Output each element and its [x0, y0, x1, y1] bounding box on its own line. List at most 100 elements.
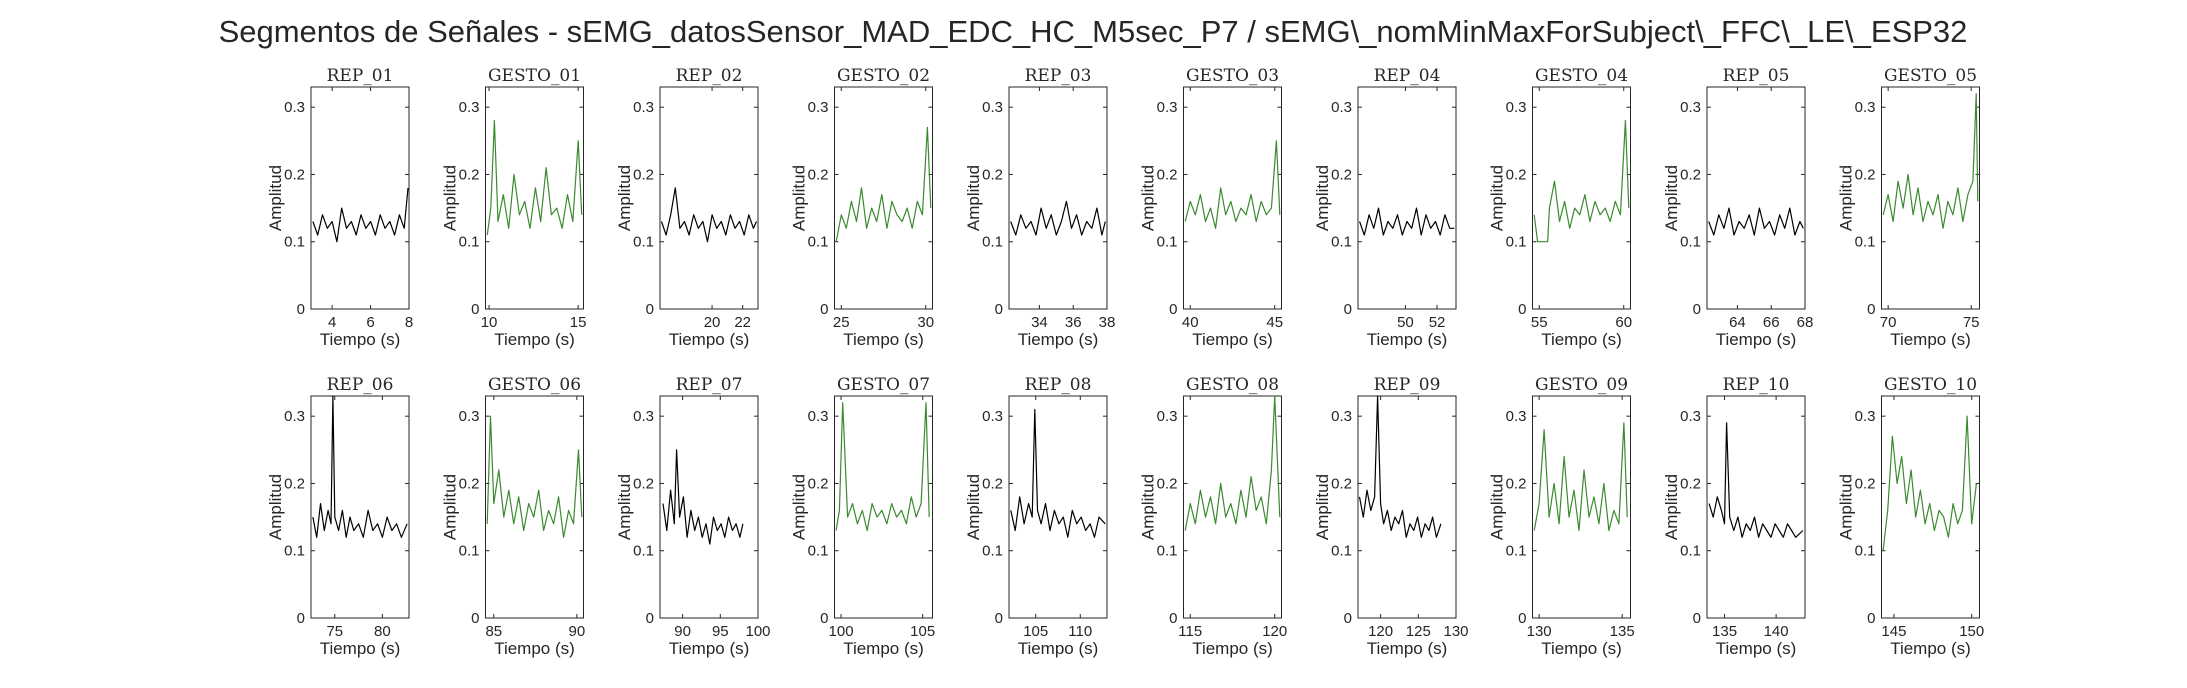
signal-line: [1010, 200, 1106, 236]
subplot-rep_01: 0 0.1 0.2 0.3 4 6 8 REP_01 Tiempo (s) Amplitud: [266, 66, 413, 349]
signal-line: [312, 187, 409, 243]
y-axis-label: Amplitud: [266, 165, 285, 231]
x-tick-label: 105: [910, 623, 935, 640]
axes-box: [1532, 86, 1631, 310]
y-tick-label: 0.1: [1157, 543, 1178, 560]
x-tick-label: 125: [1406, 623, 1431, 640]
y-tick-label: 0.3: [1157, 99, 1178, 116]
y-tick-label: 0.1: [808, 234, 829, 251]
signal-line: [486, 119, 583, 236]
y-axis-label: Amplitud: [1488, 474, 1507, 540]
y-tick-label: 0.1: [1506, 234, 1527, 251]
signal-line: [1184, 395, 1281, 531]
y-tick-label: 0: [1867, 610, 1875, 627]
x-tick-label: 130: [1527, 623, 1552, 640]
y-tick-label: 0.3: [982, 408, 1003, 425]
subplot-rep_04: 0 0.1 0.2 0.3 50 52 REP_04 Tiempo (s) Amplitud: [1313, 66, 1457, 349]
x-tick-label: 75: [1963, 314, 1980, 331]
x-tick-label: 135: [1712, 623, 1737, 640]
y-tick-label: 0: [646, 610, 654, 627]
y-axis-label: Amplitud: [1488, 165, 1507, 231]
y-tick-label: 0.2: [1855, 166, 1876, 183]
x-tick-label: 130: [1443, 623, 1468, 640]
subplot-title: REP_02: [676, 66, 743, 86]
y-tick-label: 0.2: [633, 166, 654, 183]
y-tick-label: 0.3: [284, 99, 305, 116]
y-tick-label: 0: [1169, 301, 1177, 318]
x-axis-label: Tiempo (s): [494, 330, 575, 349]
subplot-title: REP_05: [1723, 66, 1790, 86]
y-tick-label: 0.1: [1506, 543, 1527, 560]
x-tick-label: 70: [1880, 314, 1897, 331]
x-axis-label: Tiempo (s): [1018, 639, 1099, 658]
x-tick-label: 150: [1959, 623, 1984, 640]
x-axis-label: Tiempo (s): [669, 330, 750, 349]
signal-line: [835, 126, 932, 242]
axes-box: [310, 395, 410, 619]
y-tick-label: 0.1: [459, 234, 480, 251]
subplot-rep_03: 0 0.1 0.2 0.3 34 36 38 REP_03 Tiempo (s) Amplitud: [964, 66, 1115, 349]
y-tick-label: 0.2: [284, 166, 305, 183]
subplot-rep_09: 0 0.1 0.2 0.3 120 125 130 REP_09 Tiempo (s) Ampli…: [1313, 375, 1469, 658]
y-tick-label: 0: [1344, 610, 1352, 627]
subplot-title: REP_10: [1723, 375, 1790, 395]
subplot-gesto_01: 0 0.1 0.2 0.3 10 15 GESTO_01 Tiempo (s) Amplitud: [441, 66, 587, 349]
y-tick-label: 0: [820, 301, 828, 318]
x-tick-label: 6: [366, 314, 374, 331]
signal-line: [486, 415, 583, 538]
y-tick-label: 0.3: [1680, 99, 1701, 116]
x-tick-label: 95: [712, 623, 729, 640]
signal-line: [1184, 140, 1281, 229]
y-axis-label: Amplitud: [790, 474, 809, 540]
subplot-title: GESTO_08: [1186, 375, 1279, 395]
y-tick-label: 0.3: [808, 99, 829, 116]
y-axis-label: Amplitud: [615, 165, 634, 231]
y-tick-label: 0.1: [1157, 234, 1178, 251]
y-tick-label: 0.2: [1331, 166, 1352, 183]
signal-line: [1533, 422, 1628, 532]
y-axis-label: Amplitud: [1662, 474, 1681, 540]
y-tick-label: 0.3: [633, 408, 654, 425]
x-tick-label: 66: [1763, 314, 1780, 331]
y-tick-label: 0.3: [1331, 99, 1352, 116]
signal-line: [1358, 395, 1442, 538]
x-tick-label: 120: [1368, 623, 1393, 640]
subplot-title: GESTO_06: [488, 375, 581, 395]
y-axis-label: Amplitud: [441, 474, 460, 540]
x-tick-label: 80: [374, 623, 391, 640]
subplot-title: GESTO_09: [1535, 375, 1628, 395]
axes-box: [659, 86, 759, 310]
y-axis-label: Amplitud: [615, 474, 634, 540]
subplot-gesto_08: 0 0.1 0.2 0.3 115 120 GESTO_08 Tiempo (s) Amplit…: [1139, 375, 1288, 658]
y-axis-label: Amplitud: [1313, 165, 1332, 231]
y-axis-label: Amplitud: [964, 165, 983, 231]
x-tick-label: 64: [1729, 314, 1746, 331]
axes-box: [485, 395, 584, 619]
y-tick-label: 0.3: [1506, 99, 1527, 116]
x-axis-label: Tiempo (s): [1716, 330, 1797, 349]
y-axis-label: Amplitud: [1837, 165, 1856, 231]
x-axis-label: Tiempo (s): [843, 330, 924, 349]
x-tick-label: 4: [328, 314, 336, 331]
y-tick-label: 0.1: [633, 543, 654, 560]
signal-line: [835, 402, 930, 532]
x-tick-label: 105: [1023, 623, 1048, 640]
subplot-title: GESTO_04: [1535, 66, 1628, 86]
x-axis-label: Tiempo (s): [1018, 330, 1099, 349]
y-tick-label: 0.2: [808, 475, 829, 492]
x-tick-label: 110: [1068, 623, 1092, 640]
x-tick-label: 36: [1065, 314, 1082, 331]
y-tick-label: 0.2: [982, 475, 1003, 492]
axes-box: [1881, 86, 1980, 310]
y-tick-label: 0.3: [459, 408, 480, 425]
subplot-gesto_09: 0 0.1 0.2 0.3 130 135 GESTO_09 Tiempo (s) Amplit…: [1488, 375, 1635, 658]
x-tick-label: 45: [1266, 314, 1283, 331]
x-axis-label: Tiempo (s): [1367, 639, 1448, 658]
subplot-title: REP_04: [1374, 66, 1441, 86]
y-tick-label: 0.2: [1506, 166, 1527, 183]
subplot-rep_05: 0 0.1 0.2 0.3 64 66 68 REP_05 Tiempo (s) Amplitud: [1662, 66, 1813, 349]
x-axis-label: Tiempo (s): [1890, 639, 1971, 658]
x-tick-label: 55: [1531, 314, 1548, 331]
y-tick-label: 0: [471, 301, 479, 318]
